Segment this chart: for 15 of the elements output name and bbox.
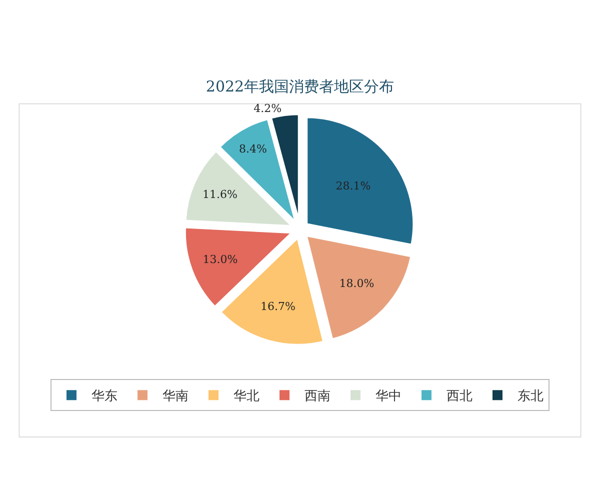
legend-label: 华南: [162, 389, 188, 404]
data-label: 16.7%: [260, 300, 296, 313]
legend-label: 西南: [304, 389, 330, 404]
data-label: 13.0%: [202, 252, 238, 266]
legend-label: 华中: [376, 389, 402, 404]
legend-label: 东北: [518, 389, 544, 404]
data-label: 11.6%: [202, 188, 238, 201]
data-label: 28.1%: [336, 179, 371, 192]
data-label: 8.4%: [238, 142, 267, 156]
legend-label: 华东: [92, 389, 118, 404]
chart-title: 2022年我国消费者地区分布: [206, 78, 394, 96]
data-label: 4.2%: [254, 102, 282, 116]
legend-label: 华北: [234, 389, 260, 404]
data-label: 18.0%: [339, 277, 374, 290]
legend-label: 西北: [446, 389, 472, 404]
